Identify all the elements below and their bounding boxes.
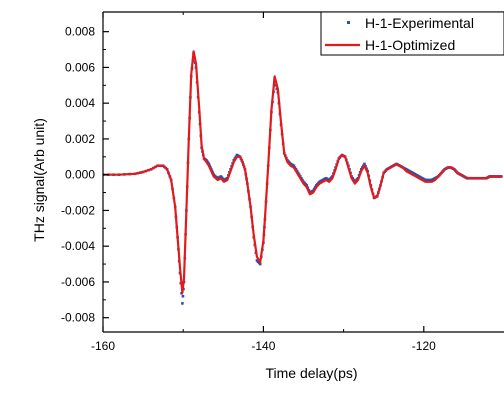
legend-label-experimental: H-1-Experimental bbox=[365, 15, 474, 31]
y-tick-label: -0.002 bbox=[61, 203, 95, 217]
legend-marker-experimental bbox=[347, 21, 350, 24]
optimized-line bbox=[103, 50, 503, 294]
experimental-point bbox=[274, 83, 277, 87]
y-axis-title: THz signal(Arb unit) bbox=[31, 118, 47, 242]
x-tick-label: -160 bbox=[91, 339, 115, 353]
series-layer bbox=[103, 50, 503, 305]
legend-entry-optimized: H-1-Optimized bbox=[325, 37, 455, 53]
x-axis-title: Time delay(ps) bbox=[265, 365, 357, 381]
legend-entry-experimental: H-1-Experimental bbox=[347, 15, 474, 31]
experimental-point bbox=[181, 294, 185, 298]
y-tick-label: -0.004 bbox=[61, 239, 95, 253]
plot-area bbox=[103, 50, 503, 305]
legend: H-1-Experimental H-1-Optimized bbox=[320, 11, 504, 56]
y-tick-label: 0.002 bbox=[65, 132, 95, 146]
legend-label-optimized: H-1-Optimized bbox=[365, 37, 455, 53]
experimental-point bbox=[363, 162, 366, 166]
x-tick-label: -140 bbox=[251, 339, 275, 353]
experimental-point bbox=[258, 262, 262, 266]
y-tick-label: 0.004 bbox=[65, 96, 95, 110]
y-tick-label: -0.008 bbox=[61, 311, 95, 325]
y-tick-label: -0.006 bbox=[61, 275, 95, 289]
y-tick-label: 0.006 bbox=[65, 60, 95, 74]
y-tick-label: 0.008 bbox=[65, 25, 95, 39]
x-tick-label: -120 bbox=[412, 339, 436, 353]
experimental-point bbox=[215, 175, 218, 179]
experimental-point bbox=[213, 174, 217, 178]
experimental-point bbox=[292, 164, 296, 168]
y-tick-label: 0.000 bbox=[65, 168, 95, 182]
experimental-point bbox=[181, 302, 184, 305]
legend-box bbox=[320, 11, 504, 56]
experimental-point bbox=[305, 184, 309, 187]
axes: -160 -140 -120 -0.008 -0.006 -0.004 -0.002 0.00… bbox=[61, 11, 504, 353]
